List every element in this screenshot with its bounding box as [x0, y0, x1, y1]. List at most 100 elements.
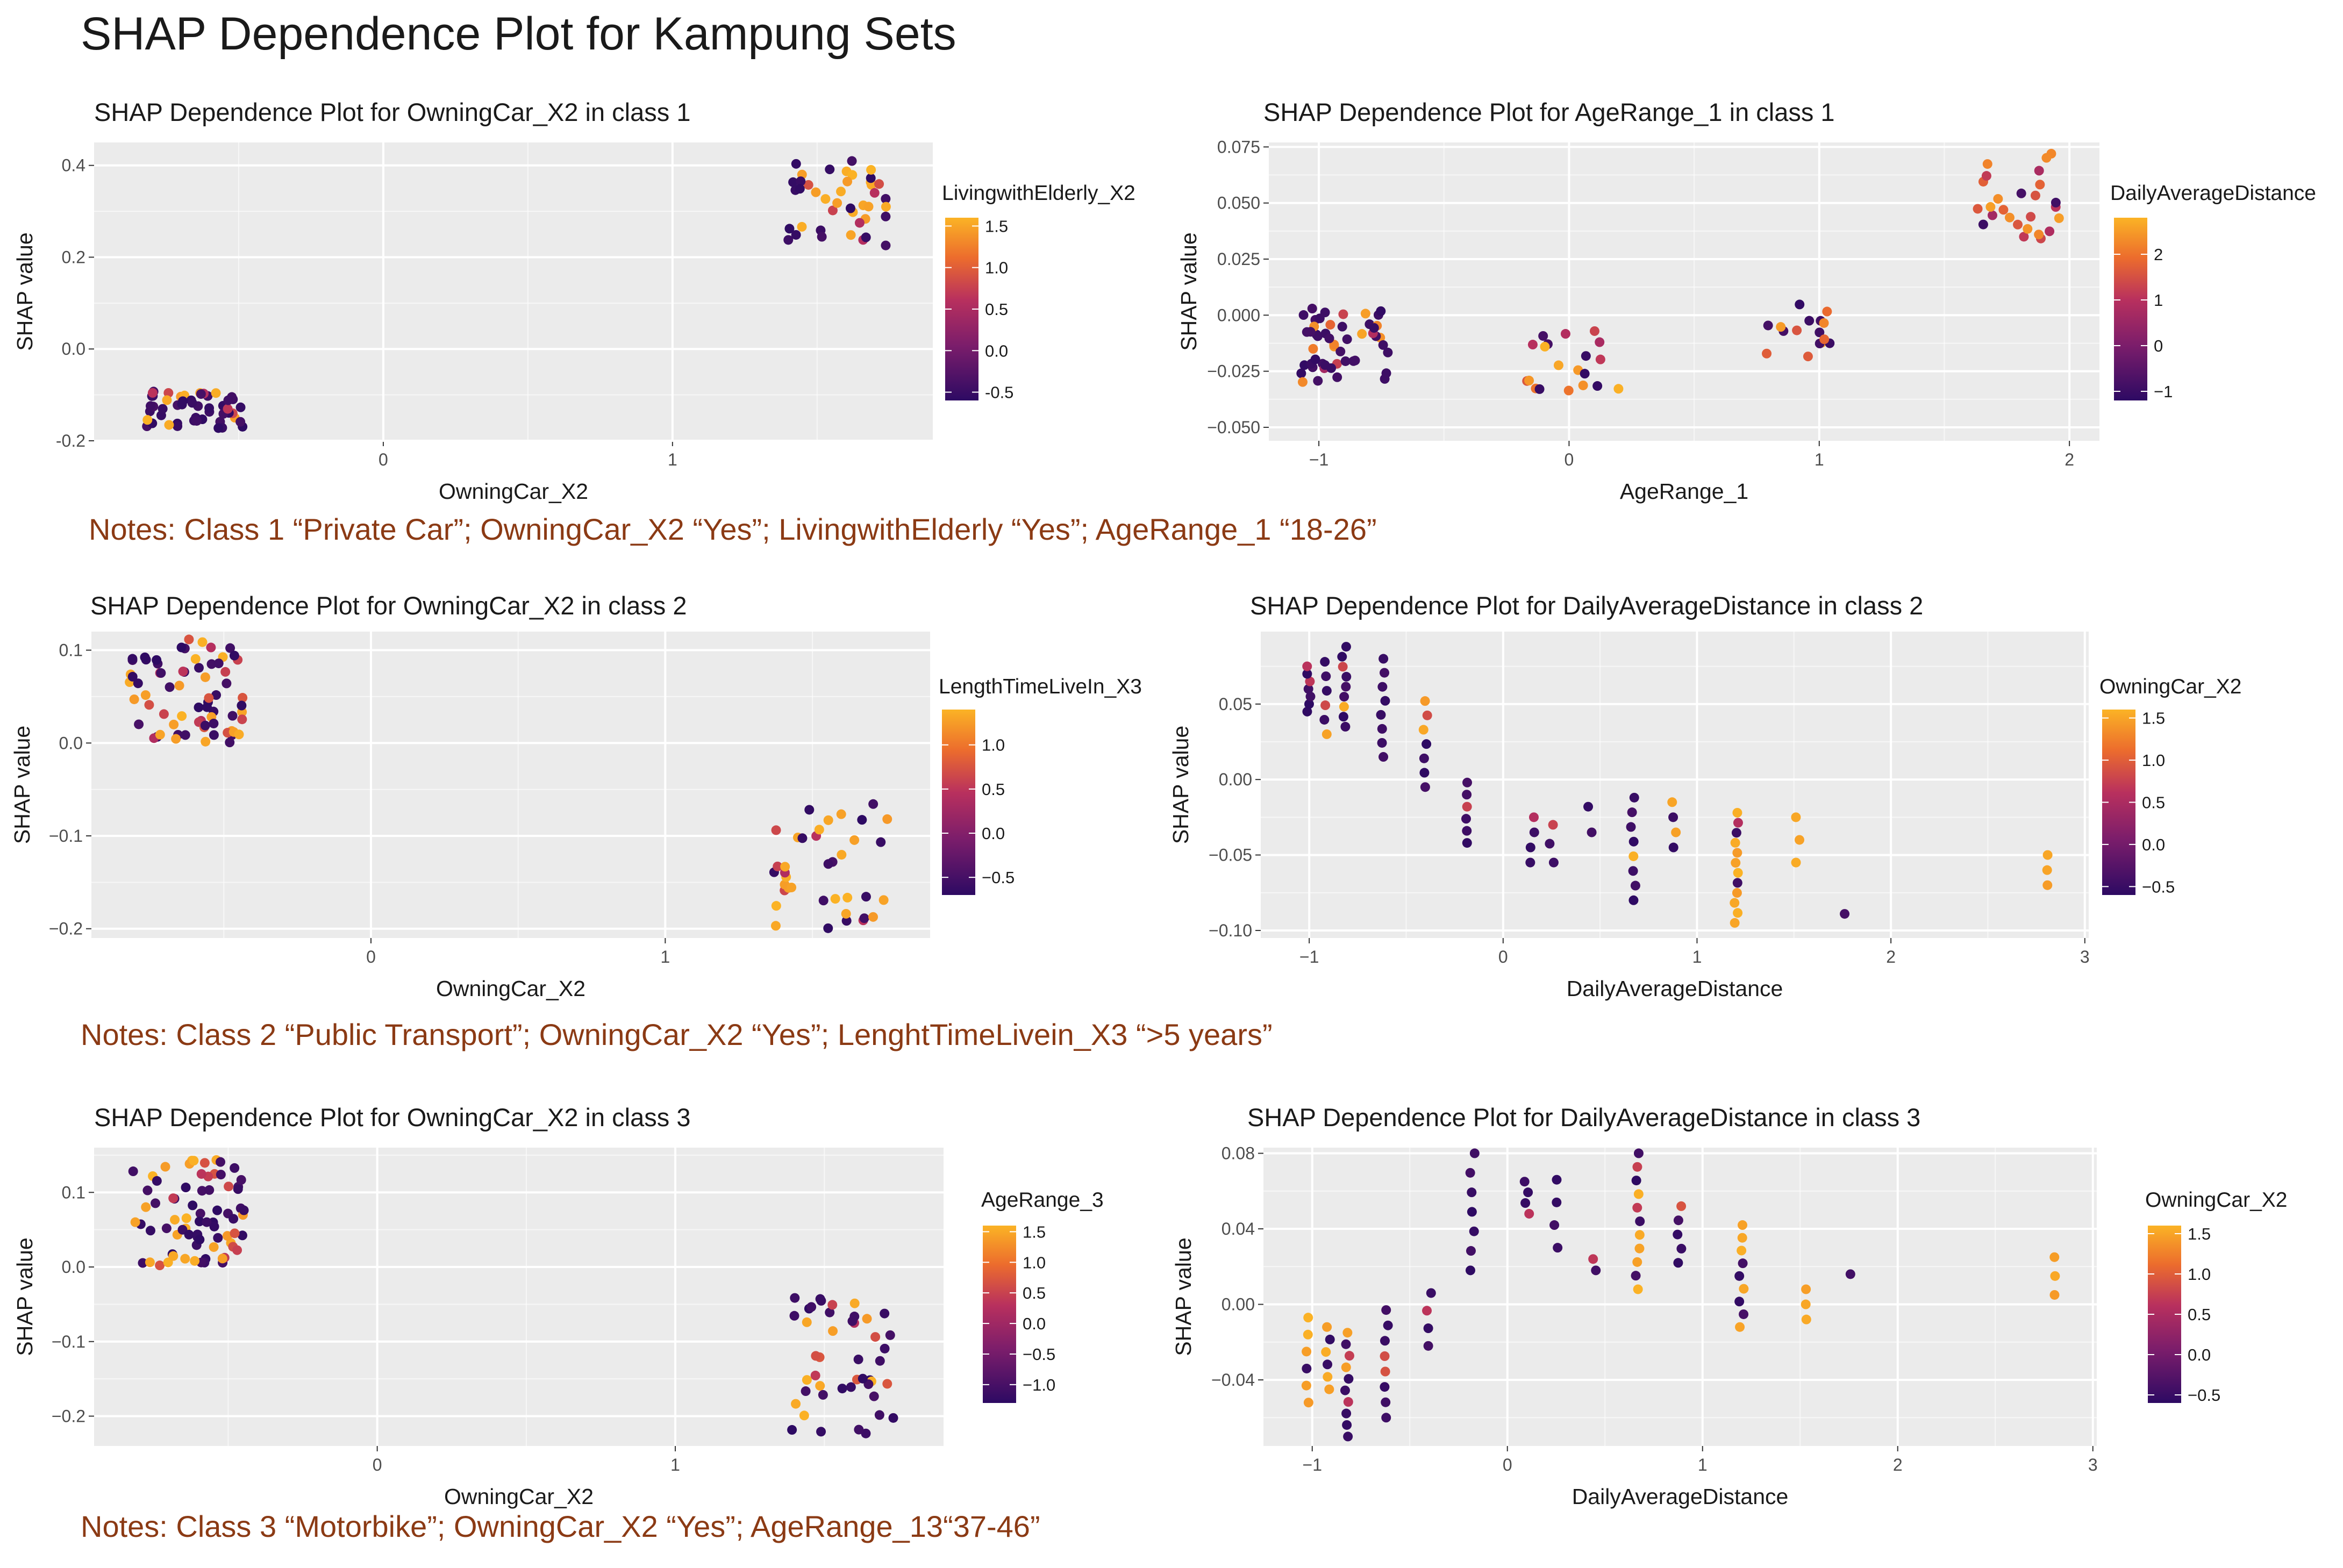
data-point [1338, 662, 1348, 672]
colorbar-tick-label: 0 [2154, 336, 2163, 355]
data-point [1341, 642, 1351, 652]
data-point [1303, 1313, 1313, 1323]
data-point [1376, 306, 1386, 316]
data-point [1553, 1243, 1563, 1253]
data-point [861, 892, 871, 902]
data-point [1341, 671, 1352, 682]
data-point [142, 415, 153, 425]
x-tick-label: 1 [660, 947, 670, 966]
data-point [181, 1183, 191, 1193]
data-point [1549, 1220, 1560, 1230]
data-point [191, 416, 202, 426]
data-point [1534, 384, 1545, 394]
data-point [2042, 865, 2052, 875]
data-point [1381, 1413, 1391, 1423]
data-point [1319, 714, 1330, 725]
x-tick-label: 2 [1886, 947, 1896, 966]
data-point [176, 642, 187, 653]
data-point [239, 1205, 249, 1215]
legend-title: OwningCar_X2 [2099, 675, 2241, 698]
data-point [815, 1294, 825, 1304]
data-point [206, 659, 217, 669]
x-tick-label: −1 [1309, 450, 1328, 469]
data-point [861, 232, 871, 242]
data-point [849, 1298, 860, 1308]
data-point [233, 1184, 243, 1194]
data-point [1340, 1385, 1350, 1395]
data-point [1376, 710, 1386, 720]
data-point [817, 232, 827, 242]
data-point [184, 634, 194, 645]
y-tick-label: 0.000 [1217, 305, 1260, 325]
data-point [881, 211, 891, 221]
data-point [1520, 1198, 1531, 1208]
data-point [797, 221, 807, 232]
data-point [213, 658, 224, 669]
data-point [1633, 1148, 1644, 1158]
data-point [1739, 1309, 1749, 1319]
data-point [204, 1185, 215, 1195]
data-point [2004, 212, 2015, 223]
data-point [181, 1213, 191, 1223]
x-tick-label: 1 [1692, 947, 1702, 966]
data-point [2050, 1271, 2060, 1281]
y-tick-label: 0.1 [62, 1183, 85, 1202]
data-point [235, 417, 246, 427]
data-point [155, 729, 165, 740]
note-class-1: Notes: Class 1 “Private Car”; OwningCar_… [89, 512, 1377, 546]
data-point [1763, 320, 1773, 331]
data-point [1819, 318, 1829, 328]
data-point [1801, 1314, 1811, 1324]
data-point [223, 395, 233, 405]
data-point [875, 1356, 885, 1366]
data-point [1381, 1305, 1391, 1315]
data-point [1369, 323, 1379, 333]
data-point [189, 1156, 199, 1166]
data-point [1337, 651, 1347, 662]
y-tick-label: −0.05 [1209, 846, 1252, 865]
data-point [178, 667, 188, 677]
colorbar-tick-label: -0.5 [985, 383, 1013, 402]
colorbar-tick-label: 1 [2154, 291, 2163, 310]
data-point [1469, 1148, 1480, 1158]
data-point [863, 202, 874, 212]
data-point [818, 896, 828, 906]
colorbar-tick-label: 1.0 [2142, 751, 2165, 770]
data-point [1560, 329, 1570, 339]
data-point [869, 1391, 879, 1401]
colorbar-tick-label: −0.5 [1023, 1345, 1055, 1364]
data-point [1338, 712, 1348, 722]
data-point [194, 1216, 204, 1227]
data-point [227, 711, 238, 721]
data-point [1632, 1257, 1642, 1267]
y-tick-label: 0.04 [1221, 1219, 1255, 1238]
data-point [1762, 348, 1772, 359]
data-point [1632, 1162, 1642, 1172]
data-point [162, 395, 172, 405]
y-tick-label: −0.2 [49, 919, 83, 939]
data-point [1978, 219, 1988, 230]
data-point [1310, 354, 1320, 364]
data-point [841, 916, 852, 926]
data-point [866, 164, 876, 175]
data-point [1634, 1230, 1645, 1240]
chart-1: SHAP Dependence Plot for OwningCar_X2 in… [12, 98, 1135, 504]
x-tick-label: 2 [2065, 450, 2074, 469]
data-point [783, 235, 794, 245]
data-point [151, 1198, 161, 1208]
data-point [1732, 807, 1742, 818]
data-point [784, 224, 795, 234]
data-point [1739, 1284, 1749, 1294]
data-point [811, 1351, 821, 1361]
x-tick-label: 0 [378, 450, 388, 469]
data-point [880, 1308, 890, 1319]
data-point [1840, 909, 1850, 919]
data-point [1673, 1229, 1683, 1240]
data-point [771, 901, 781, 911]
data-point [1776, 322, 1786, 332]
data-point [237, 714, 247, 725]
colorbar-tick-label: 1.0 [1023, 1253, 1046, 1272]
plot-panel [1263, 1148, 2097, 1446]
data-point [854, 218, 865, 228]
page-title: SHAP Dependence Plot for Kampung Sets [81, 8, 956, 60]
